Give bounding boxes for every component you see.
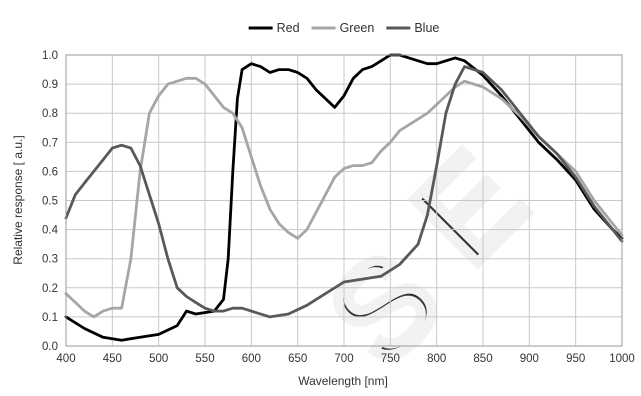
watermark: E S — [297, 120, 557, 395]
y-tick-label: 0.7 — [42, 137, 58, 149]
y-tick-label: 0.3 — [42, 254, 58, 266]
x-tick-label: 550 — [195, 353, 214, 365]
x-tick-label: 1000 — [609, 353, 635, 365]
x-tick-label: 800 — [427, 353, 446, 365]
x-tick-label: 400 — [56, 353, 75, 365]
series-lines — [64, 53, 624, 342]
series-line-red — [64, 53, 624, 342]
y-tick-label: 0.8 — [42, 108, 58, 120]
x-tick-label: 950 — [566, 353, 585, 365]
x-tick-label: 900 — [520, 353, 539, 365]
y-tick-label: 0.0 — [42, 341, 58, 353]
y-tick-label: 0.5 — [42, 196, 58, 208]
y-tick-label: 0.1 — [42, 312, 58, 324]
x-tick-label: 600 — [242, 353, 261, 365]
y-tick-label: 0.9 — [42, 79, 58, 91]
x-tick-label: 700 — [334, 353, 353, 365]
x-tick-label: 450 — [103, 353, 122, 365]
x-axis-ticks: 400 450 500 550 600 650 700 750 800 850 900 950 1000 — [56, 353, 634, 365]
legend-label-blue: Blue — [414, 21, 439, 35]
y-axis-label: Relative response [ a.u.] — [11, 135, 25, 264]
watermark-letter-s: S — [302, 225, 467, 390]
legend-label-green: Green — [340, 21, 375, 35]
legend-label-red: Red — [277, 21, 300, 35]
series-line-green — [64, 76, 624, 319]
x-tick-label: 850 — [473, 353, 492, 365]
x-tick-label: 650 — [288, 353, 307, 365]
legend: Red Green Blue — [248, 21, 439, 35]
plot-area-border — [65, 54, 623, 347]
watermark-letter-e: E — [387, 125, 552, 290]
x-axis-label: Wavelength [nm] — [298, 374, 388, 388]
x-tick-label: 750 — [381, 353, 400, 365]
y-axis-ticks: 0.0 0.1 0.2 0.3 0.4 0.5 0.6 0.7 0.8 0.9 1.0 — [42, 50, 59, 353]
x-tick-label: 500 — [149, 353, 168, 365]
y-tick-label: 0.4 — [42, 225, 59, 237]
series-line-blue — [64, 65, 624, 319]
y-tick-label: 0.2 — [42, 283, 58, 295]
grid — [65, 54, 623, 347]
y-tick-label: 1.0 — [42, 50, 58, 62]
y-tick-label: 0.6 — [42, 166, 58, 178]
